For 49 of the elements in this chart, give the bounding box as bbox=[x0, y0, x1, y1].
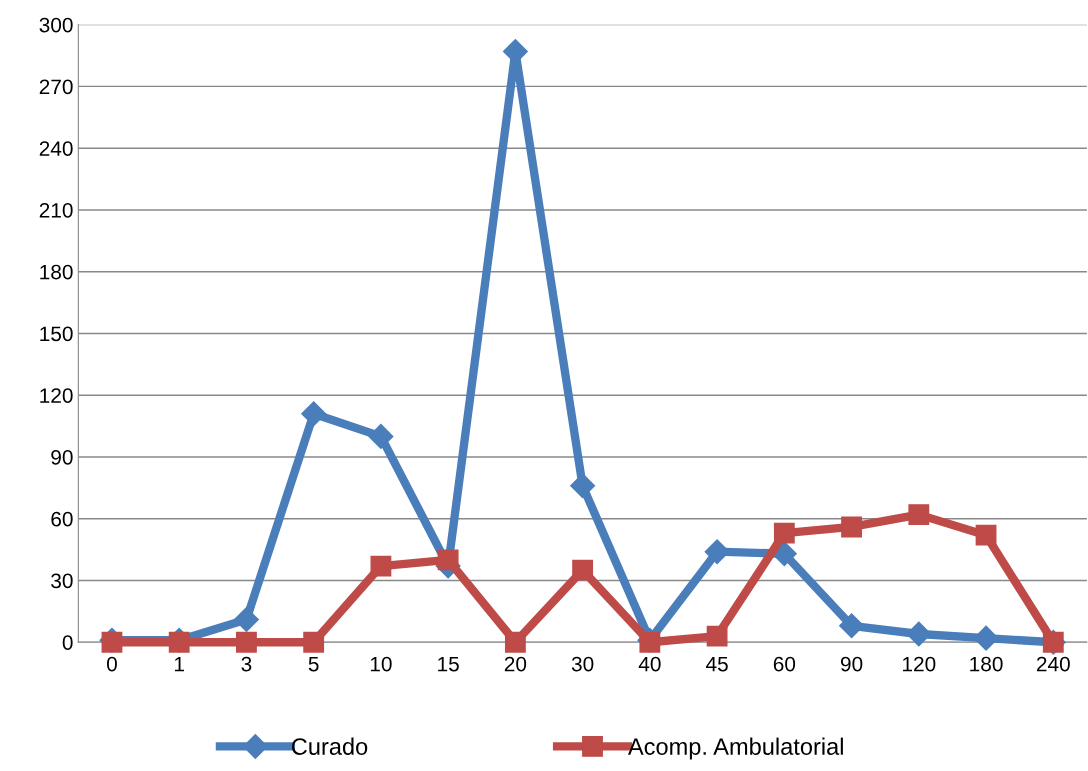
point bbox=[570, 473, 596, 499]
y-tick-label: 60 bbox=[51, 511, 73, 527]
x-tick-label: 30 bbox=[571, 656, 594, 672]
point bbox=[975, 524, 997, 546]
point bbox=[236, 631, 257, 653]
y-tick-label: 0 bbox=[62, 635, 73, 650]
y-tick-label: 180 bbox=[40, 264, 73, 280]
point bbox=[572, 559, 594, 581]
x-tick-label: 90 bbox=[840, 656, 863, 672]
point bbox=[841, 516, 862, 538]
y-tick-label: 120 bbox=[40, 388, 73, 403]
point bbox=[839, 613, 865, 639]
y-tick-label: 30 bbox=[51, 573, 73, 589]
x-tick-label: 5 bbox=[308, 656, 319, 672]
x-tick-label: 20 bbox=[504, 656, 527, 672]
point bbox=[639, 631, 661, 653]
x-tick-label: 60 bbox=[773, 656, 796, 672]
point bbox=[368, 423, 394, 449]
x-tick-label: 180 bbox=[970, 656, 1003, 672]
x-tick-label: 1 bbox=[174, 656, 184, 672]
point bbox=[168, 631, 190, 653]
x-tick-label: 3 bbox=[241, 656, 252, 672]
x-tick-label: 0 bbox=[106, 656, 117, 672]
y-tick-label: 210 bbox=[39, 202, 73, 218]
point bbox=[906, 621, 932, 647]
x-tick-label: 45 bbox=[705, 656, 728, 672]
legend-label: Curado bbox=[291, 737, 368, 755]
point bbox=[706, 625, 728, 647]
x-tick-label: 15 bbox=[438, 656, 459, 672]
y-tick-label: 300 bbox=[39, 17, 73, 33]
point bbox=[233, 607, 259, 633]
point bbox=[773, 522, 795, 544]
legend-label: Acomp. Ambulatorial bbox=[627, 737, 843, 760]
point bbox=[908, 504, 930, 526]
y-tick-label: 270 bbox=[39, 79, 73, 95]
y-tick-label: 90 bbox=[51, 449, 73, 465]
point bbox=[973, 625, 999, 651]
y-tick-label: 150 bbox=[40, 326, 73, 342]
point bbox=[101, 631, 123, 653]
x-tick-label: 120 bbox=[903, 656, 936, 672]
point bbox=[301, 401, 327, 427]
point bbox=[437, 549, 459, 571]
point bbox=[303, 631, 325, 653]
x-tick-label: 40 bbox=[638, 656, 661, 672]
point bbox=[504, 631, 526, 653]
point bbox=[370, 555, 392, 577]
y-tick-label: 240 bbox=[39, 141, 73, 156]
x-tick-label: 240 bbox=[1036, 656, 1070, 672]
x-tick-label: 10 bbox=[370, 656, 392, 672]
